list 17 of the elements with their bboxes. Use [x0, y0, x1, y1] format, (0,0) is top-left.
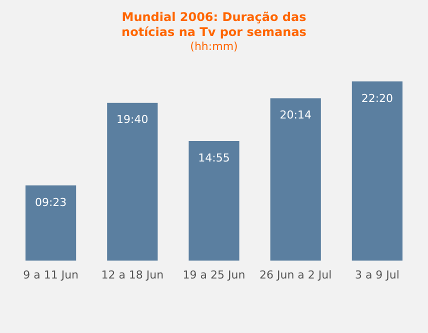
bar	[26, 185, 76, 261]
chart-title: Mundial 2006: Duração das notícias na Tv por semanas	[120, 10, 308, 40]
bar	[188, 140, 240, 261]
x-tick-label: 12 a 18 Jun	[101, 268, 164, 282]
x-tick-label: 26 Jun a 2 Jul	[260, 268, 332, 282]
chart-subtitle: (hh:mm)	[189, 40, 239, 54]
data-label: 20:14	[280, 108, 312, 122]
bar	[352, 81, 402, 261]
x-tick-label: 9 a 11 Jun	[23, 268, 79, 282]
x-tick-label: 19 a 25 Jun	[182, 268, 246, 282]
data-label: 09:23	[34, 196, 67, 209]
data-label: 14:55	[198, 151, 230, 164]
x-tick-label: 3 a 9 Jul	[354, 268, 400, 282]
bar	[270, 98, 321, 261]
data-label: 19:40	[116, 113, 148, 126]
bar	[107, 102, 158, 261]
data-label: 22:20	[361, 92, 394, 105]
